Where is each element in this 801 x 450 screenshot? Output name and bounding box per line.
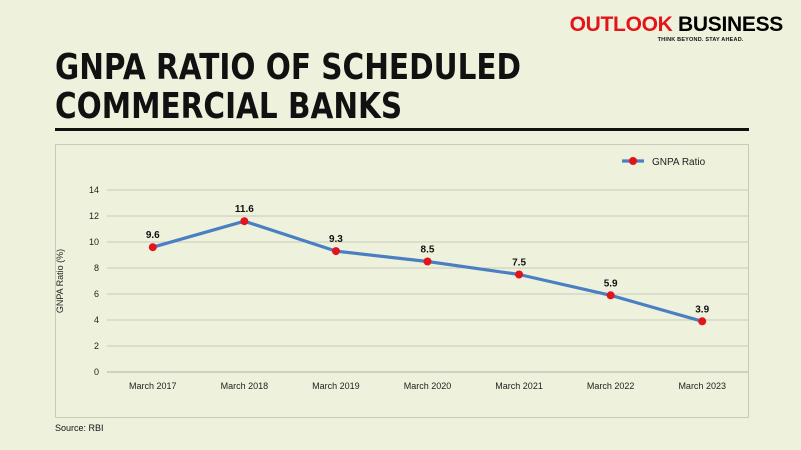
y-tick-label: 12 xyxy=(89,211,99,221)
data-label: 5.9 xyxy=(604,278,618,289)
source-note: Source: RBI xyxy=(55,423,104,433)
data-label: 9.3 xyxy=(329,234,343,245)
legend-label: GNPA Ratio xyxy=(652,157,706,168)
chart-frame xyxy=(55,144,749,418)
brand-name-outlook: OUTLOOK xyxy=(569,13,673,36)
chart-title-line-2: COMMERCIAL BANKS xyxy=(55,86,403,127)
data-label: 9.6 xyxy=(146,230,160,241)
data-label: 7.5 xyxy=(512,258,526,269)
y-tick-label: 6 xyxy=(94,289,99,299)
series-line-gnpa-ratio xyxy=(152,219,703,323)
x-tick-label: March 2017 xyxy=(129,381,177,391)
data-label: 11.6 xyxy=(235,204,254,215)
brand-logo: OUTLOOK BUSINESS THINK BEYOND. STAY AHEA… xyxy=(569,13,784,44)
y-tick-label: 4 xyxy=(94,315,99,325)
y-tick-label: 8 xyxy=(94,263,99,273)
y-axis-label: GNPA Ratio (%) xyxy=(55,249,65,313)
x-tick-label: March 2021 xyxy=(495,381,543,391)
title-divider xyxy=(55,128,749,131)
data-point xyxy=(331,247,340,256)
x-tick-label: March 2018 xyxy=(221,381,269,391)
x-tick-label: March 2022 xyxy=(587,381,635,391)
legend-marker xyxy=(629,157,637,165)
data-point xyxy=(606,291,615,300)
y-tick-label: 2 xyxy=(94,341,99,351)
chart-title-line-1: GNPA RATIO OF SCHEDULED xyxy=(55,47,522,88)
data-label: 8.5 xyxy=(421,245,435,256)
data-point xyxy=(423,257,432,266)
x-tick-label: March 2023 xyxy=(678,381,726,391)
y-tick-label: 14 xyxy=(89,185,99,195)
data-point xyxy=(240,217,249,226)
brand-name-business: BUSINESS xyxy=(672,13,783,36)
data-point xyxy=(515,270,524,279)
chart-title: GNPA RATIO OF SCHEDULED COMMERCIAL BANKS xyxy=(55,48,613,126)
brand-name: OUTLOOK BUSINESS xyxy=(569,13,784,36)
data-point xyxy=(148,243,157,252)
y-tick-label: 10 xyxy=(89,237,99,247)
brand-tagline: THINK BEYOND. STAY AHEAD. xyxy=(657,37,744,43)
data-point xyxy=(698,317,707,326)
x-tick-label: March 2019 xyxy=(312,381,360,391)
y-tick-label: 0 xyxy=(94,367,99,377)
x-tick-label: March 2020 xyxy=(404,381,452,391)
data-label: 3.9 xyxy=(695,304,709,315)
